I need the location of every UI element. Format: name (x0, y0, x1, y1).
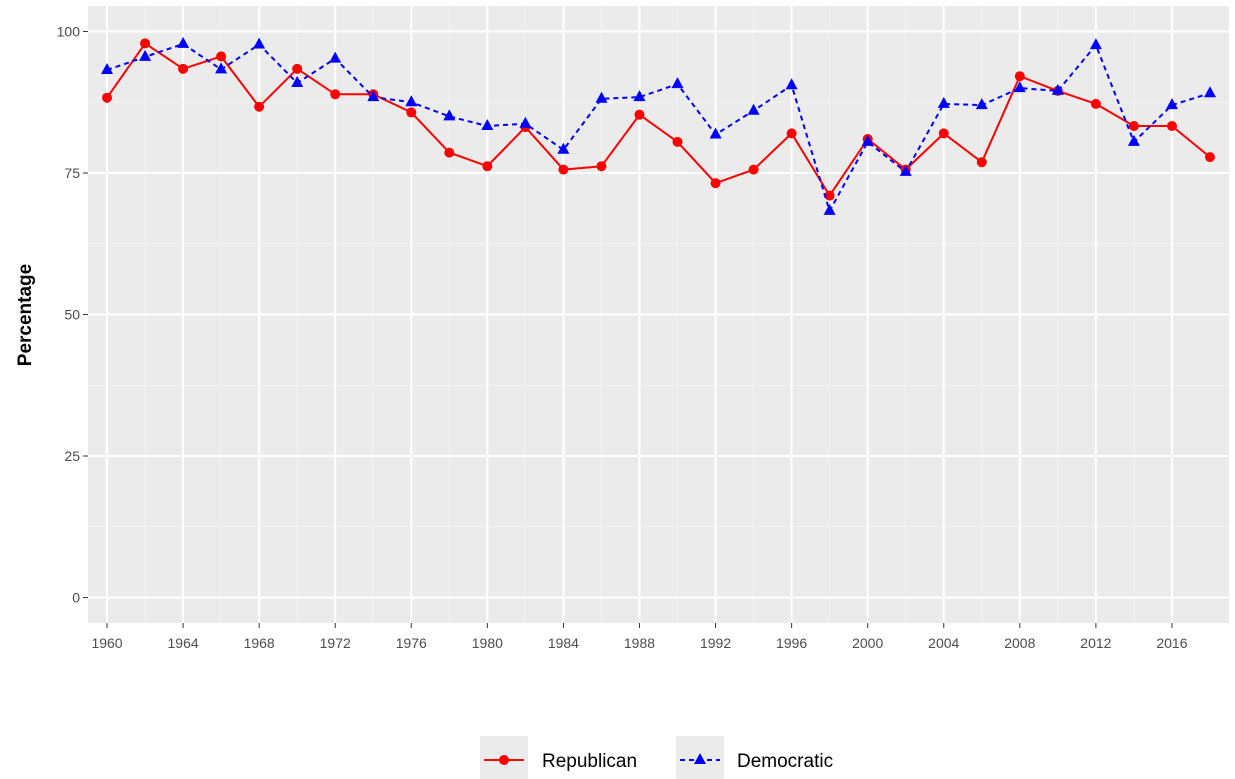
point-democratic-1964 (177, 36, 190, 48)
point-republican-1988 (634, 109, 645, 120)
x-tick-label-2000: 2000 (852, 635, 883, 651)
x-tick-label-1984: 1984 (548, 635, 579, 651)
legend: Republican Democratic (480, 736, 833, 779)
x-tick-label-2016: 2016 (1156, 635, 1187, 651)
x-tick-label-1972: 1972 (320, 635, 351, 651)
point-democratic-1988 (633, 90, 646, 102)
point-democratic-1994 (747, 103, 760, 115)
point-republican-2014 (1128, 121, 1139, 132)
point-republican-1970 (292, 63, 303, 74)
y-tick-label-75: 75 (64, 165, 80, 181)
point-republican-1972 (330, 89, 341, 100)
point-republican-1998 (824, 190, 835, 201)
point-republican-1978 (444, 147, 455, 158)
point-democratic-2018 (1204, 86, 1216, 98)
x-tick-label-1960: 1960 (91, 635, 122, 651)
point-democratic-1962 (139, 49, 152, 61)
y-tick-label-50: 50 (64, 307, 80, 323)
point-republican-1986 (596, 161, 607, 172)
y-tick-label-0: 0 (72, 590, 80, 606)
point-republican-1992 (710, 178, 721, 189)
point-democratic-1968 (253, 37, 266, 49)
legend-item-republican: Republican (480, 736, 637, 779)
point-republican-1960 (102, 92, 113, 103)
point-republican-1984 (558, 164, 569, 175)
point-democratic-1970 (291, 76, 304, 87)
y-axis-title: Percentage (15, 264, 36, 366)
point-democratic-2002 (899, 164, 912, 176)
y-axis: 0 25 50 75 100 (57, 23, 88, 606)
x-tick-label-1996: 1996 (776, 635, 807, 651)
point-democratic-1992 (709, 127, 722, 139)
point-republican-1966 (216, 51, 227, 62)
point-republican-2004 (938, 128, 949, 139)
point-republican-2016 (1166, 121, 1177, 132)
series-line-republican (106, 42, 1211, 197)
point-republican-2008 (1014, 71, 1025, 82)
point-democratic-1996 (785, 78, 798, 90)
point-republican-2018 (1204, 152, 1215, 163)
point-democratic-1990 (671, 77, 684, 89)
point-republican-1990 (672, 136, 683, 147)
point-democratic-2016 (1166, 98, 1178, 110)
point-republican-1996 (786, 128, 797, 139)
point-republican-2012 (1090, 98, 1101, 109)
point-democratic-1974 (367, 90, 380, 102)
x-tick-label-1964: 1964 (168, 635, 199, 651)
point-democratic-1978 (443, 109, 456, 121)
point-democratic-2006 (975, 98, 988, 110)
x-tick-label-1992: 1992 (700, 635, 731, 651)
point-democratic-1984 (557, 142, 570, 154)
point-democratic-1976 (405, 95, 418, 107)
point-republican-1976 (406, 107, 417, 118)
point-democratic-2004 (937, 96, 950, 108)
x-tick-label-1976: 1976 (396, 635, 427, 651)
x-tick-label-1968: 1968 (244, 635, 275, 651)
y-tick-label-100: 100 (57, 23, 81, 39)
legend-label-democratic: Democratic (737, 751, 833, 772)
point-republican-1994 (748, 164, 759, 175)
legend-label-republican: Republican (542, 751, 637, 772)
point-democratic-2012 (1089, 38, 1102, 50)
point-democratic-1966 (215, 62, 228, 74)
point-democratic-2010 (1051, 83, 1064, 95)
legend-item-democratic: Democratic (676, 736, 833, 779)
x-tick-label-1980: 1980 (472, 635, 503, 651)
x-tick-label-1988: 1988 (624, 635, 655, 651)
x-tick-label-2012: 2012 (1080, 635, 1111, 651)
point-democratic-2008 (1013, 81, 1026, 93)
point-democratic-1986 (595, 91, 608, 103)
point-democratic-2014 (1127, 134, 1140, 146)
point-democratic-1980 (481, 119, 494, 130)
legend-marker-republican (499, 755, 509, 765)
point-republican-1964 (178, 63, 189, 74)
point-republican-1962 (140, 38, 151, 49)
point-democratic-2000 (861, 134, 874, 146)
point-republican-2006 (976, 157, 987, 168)
point-republican-1980 (482, 161, 493, 172)
series-line-democratic (106, 42, 1211, 212)
x-tick-label-2004: 2004 (928, 635, 959, 651)
series-layer (101, 36, 1216, 215)
point-democratic-1982 (519, 116, 532, 128)
point-democratic-1972 (329, 51, 342, 63)
x-tick-label-2008: 2008 (1004, 635, 1035, 651)
point-democratic-1998 (823, 203, 836, 215)
point-republican-1968 (254, 101, 265, 112)
point-democratic-1960 (101, 63, 113, 74)
y-tick-label-25: 25 (64, 448, 80, 464)
legend-marker-democratic (694, 753, 706, 764)
x-axis: 1960 1964 1968 1972 1976 1980 1984 1988 1992 1996… (91, 623, 1188, 651)
